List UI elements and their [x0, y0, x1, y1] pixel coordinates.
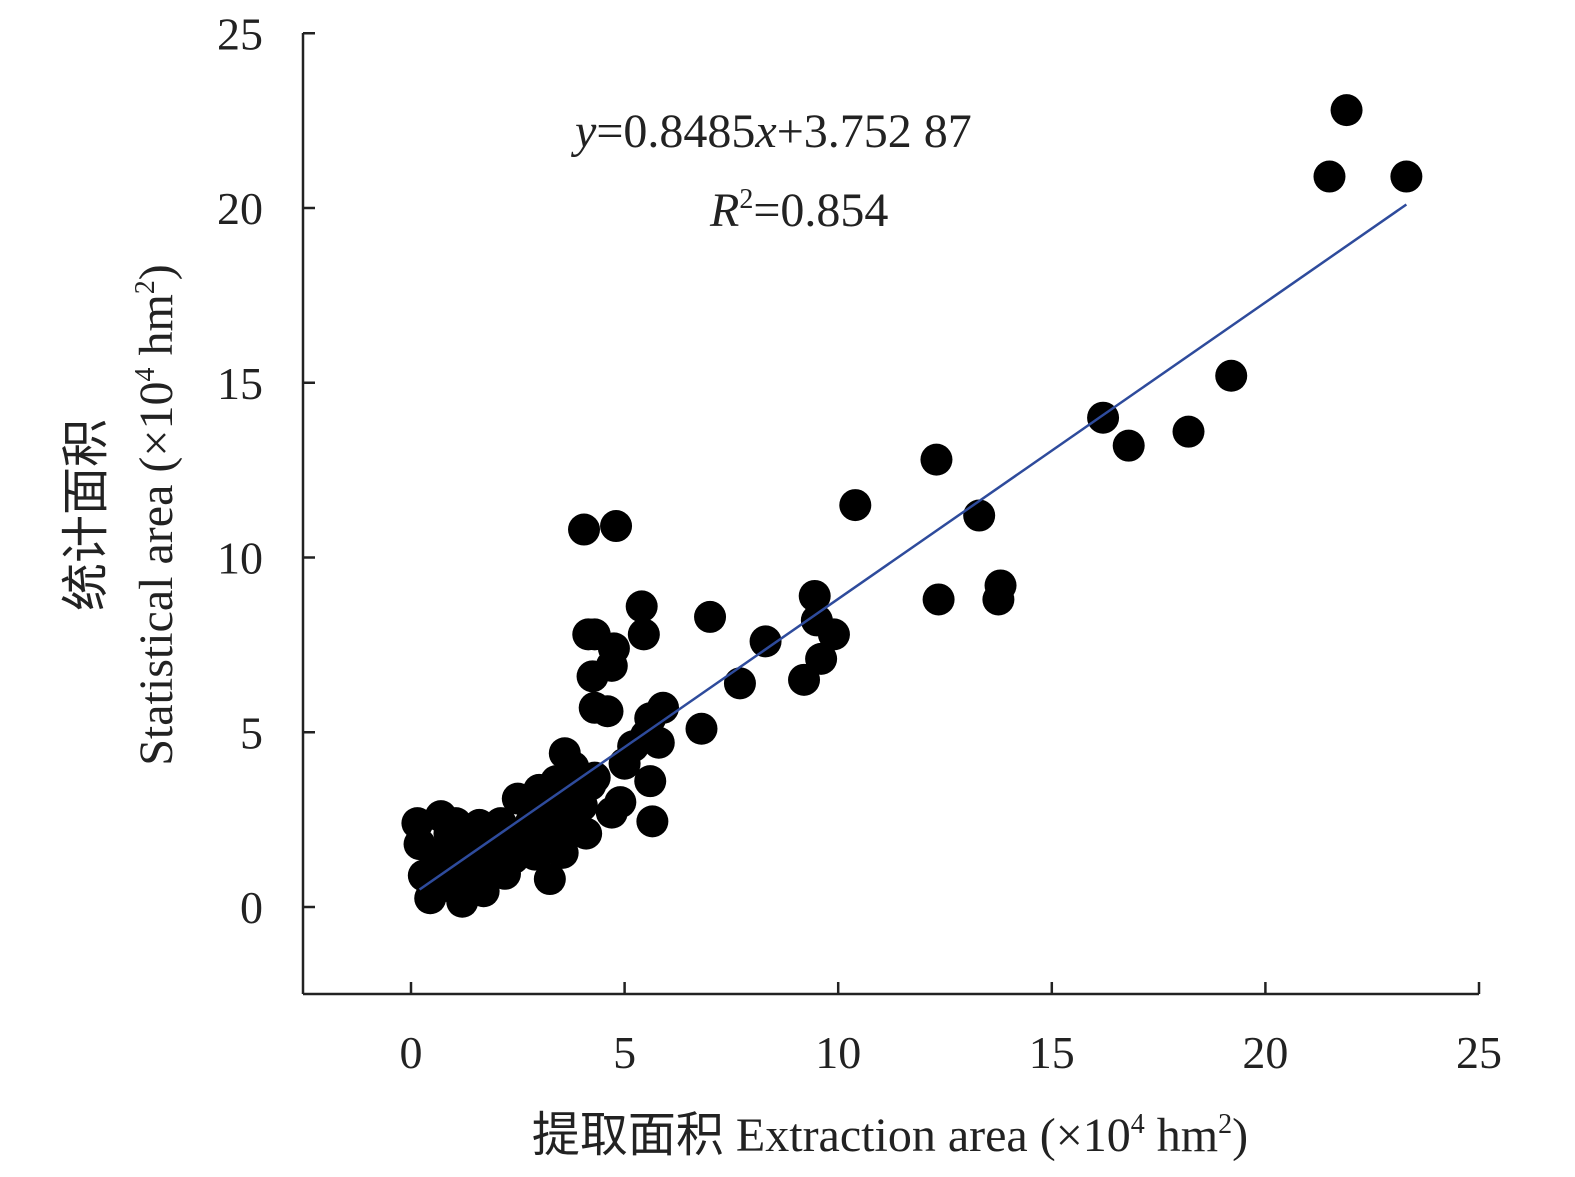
- x-axis-title-close: ): [1232, 1109, 1248, 1162]
- x-axis-ticks: 0 5 10 15 20 25: [400, 982, 1502, 1078]
- data-point: [627, 618, 660, 651]
- data-point: [1390, 160, 1423, 193]
- data-point: [636, 805, 669, 838]
- data-point: [922, 583, 955, 616]
- data-point: [1112, 429, 1145, 462]
- data-point: [1313, 160, 1346, 193]
- r-squared-value: =0.854: [753, 184, 888, 237]
- data-point: [591, 695, 624, 728]
- regression-line: [418, 203, 1408, 891]
- data-point: [839, 489, 872, 522]
- data-point: [568, 513, 601, 546]
- equation-intercept: +3.752 87: [777, 105, 972, 158]
- data-point: [1330, 94, 1363, 127]
- data-point: [642, 726, 675, 759]
- data-point: [805, 642, 838, 675]
- r-squared-exp: 2: [739, 184, 753, 215]
- data-point: [578, 761, 611, 794]
- data-point: [604, 786, 637, 819]
- data-points: [401, 94, 1423, 918]
- data-point: [984, 569, 1017, 602]
- y-axis-title-cn: 统计面积: [60, 419, 113, 611]
- plot-frame: [301, 33, 1479, 996]
- y-tick-label: 20: [217, 183, 263, 234]
- data-point: [570, 817, 603, 850]
- r-squared-r: R: [709, 184, 739, 237]
- data-point: [694, 600, 727, 633]
- y-axis-title-close: ): [130, 264, 183, 280]
- data-point: [1215, 359, 1248, 392]
- data-point: [817, 618, 850, 651]
- x-tick-label: 25: [1456, 1027, 1502, 1078]
- y-axis-title-exp: 4: [130, 368, 161, 382]
- data-point: [798, 579, 831, 612]
- x-tick-label: 10: [815, 1027, 861, 1078]
- data-point: [723, 667, 756, 700]
- x-tick-label: 0: [400, 1027, 423, 1078]
- data-point: [546, 836, 579, 869]
- data-point: [963, 499, 996, 532]
- x-tick-label: 20: [1242, 1027, 1288, 1078]
- regression-equation: y=0.8485x+3.752 87: [570, 105, 972, 158]
- x-axis-title-unit-exp: 2: [1218, 1109, 1232, 1140]
- x-axis-title: 提取面积 Extraction area (×104 hm2): [532, 1109, 1248, 1162]
- equation-x: x: [754, 105, 776, 158]
- y-axis-ticks: 0 5 10 15 20 25: [217, 8, 315, 933]
- y-tick-label: 0: [240, 882, 263, 933]
- y-tick-label: 5: [240, 707, 263, 758]
- equation-y: y: [570, 105, 597, 158]
- data-point: [533, 863, 566, 896]
- y-axis-title-en: Statistical area (×10: [130, 382, 183, 766]
- data-point: [1172, 415, 1205, 448]
- data-point: [920, 443, 953, 476]
- x-tick-label: 5: [613, 1027, 636, 1078]
- r-squared: R2=0.854: [709, 184, 888, 237]
- data-point: [685, 712, 718, 745]
- x-tick-label: 15: [1029, 1027, 1075, 1078]
- y-tick-label: 10: [217, 533, 263, 584]
- x-axis-title-exp: 4: [1131, 1109, 1145, 1140]
- data-point: [597, 632, 630, 665]
- data-point: [625, 590, 658, 623]
- data-point: [634, 765, 667, 798]
- x-axis-title-unit: hm: [1145, 1109, 1218, 1162]
- y-axis-title-en-line: Statistical area (×104 hm2): [130, 264, 183, 766]
- data-point: [600, 510, 633, 543]
- y-axis-title-unit-exp: 2: [130, 280, 161, 294]
- data-point: [749, 625, 782, 658]
- x-axis-title-cn: 提取面积: [532, 1109, 724, 1162]
- y-tick-label: 15: [217, 358, 263, 409]
- y-axis-title-unit: hm: [130, 294, 183, 367]
- y-axis-title: 统计面积 Statistical area (×104 hm2): [60, 264, 183, 766]
- x-axis-title-en: Extraction area (×10: [736, 1109, 1131, 1162]
- y-tick-label: 25: [217, 8, 263, 59]
- equation-slope: =0.8485: [596, 105, 755, 158]
